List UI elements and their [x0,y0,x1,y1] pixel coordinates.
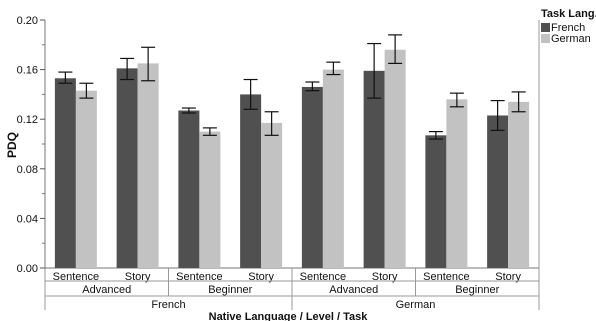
bar [384,49,406,269]
task-label: Story [495,271,521,283]
level-label: Beginner [455,284,499,296]
bar [446,99,468,268]
bar [178,110,200,269]
y-tick-label: 0.08 [17,164,38,176]
bar [508,101,530,268]
task-label: Story [248,271,274,283]
task-label: Sentence [300,271,346,283]
level-label: Beginner [208,284,252,296]
y-axis: 0.00 0.04 0.08 0.12 0.16 0.20 [17,15,45,275]
bar [116,68,138,268]
x-axis: Sentence Story Sentence Story Sentence Story S… [44,268,540,311]
legend-swatch [541,23,550,32]
y-tick-label: 0.04 [17,213,38,225]
bar [199,131,221,268]
bars [54,49,530,269]
bar [54,78,76,268]
task-label: Sentence [53,271,99,283]
level-label: Advanced [329,284,378,296]
task-label: Sentence [176,271,222,283]
native-label: German [396,299,436,311]
legend-title: Task Lang. [541,8,596,20]
y-tick-label: 0.16 [17,65,38,77]
y-axis-label: PDQ [5,132,19,158]
legend-label: German [551,33,591,45]
level-label: Advanced [82,284,131,296]
bar [240,94,262,269]
y-tick-label: 0.00 [17,263,38,275]
native-label: French [151,299,185,311]
bar [75,90,97,269]
task-label: Sentence [423,271,469,283]
y-tick-label: 0.20 [17,15,38,27]
x-axis-label: Native Language / Level / Task [209,311,369,321]
bar [322,69,344,268]
task-label: Story [125,271,151,283]
bar [137,63,159,269]
bar [301,86,323,269]
bar [363,70,385,268]
bar [425,135,447,268]
y-tick-label: 0.12 [17,114,38,126]
task-label: Story [372,271,398,283]
bar [487,115,509,268]
legend-swatch [541,34,550,43]
bar [261,122,283,268]
error-bars [58,34,526,140]
legend-label: French [551,22,585,34]
